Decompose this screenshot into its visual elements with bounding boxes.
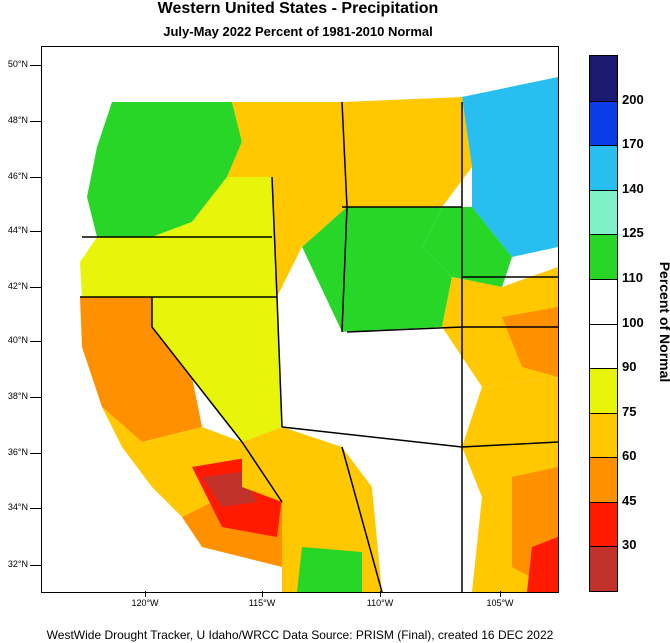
colorbar-divider: [590, 189, 617, 191]
lat-label: 32°N: [7, 559, 28, 569]
colorbar-label: 75: [622, 403, 637, 419]
colorbar-divider: [590, 145, 617, 147]
region-wyoming: [302, 207, 452, 332]
colorbar-label: 60: [622, 448, 637, 464]
lon-tick: [380, 591, 381, 597]
lat-label: 38°N: [7, 391, 28, 401]
footer-credit: WestWide Drought Tracker, U Idaho/WRCC D…: [46, 628, 554, 642]
lat-tick: [30, 565, 41, 566]
colorbar-divider: [590, 368, 617, 370]
colorbar-bin: [590, 56, 617, 101]
lat-tick: [30, 341, 41, 342]
region-nevada: [152, 297, 282, 442]
lat-label: 46°N: [7, 171, 28, 181]
colorbar-bin: [590, 145, 617, 190]
colorbar-bin: [590, 457, 617, 502]
colorbar-title: Percent of Normal: [657, 261, 670, 383]
lat-tick: [30, 65, 41, 66]
region-new-mexico: [342, 447, 482, 592]
colorbar-label: 110: [622, 269, 643, 285]
colorbar-bin: [590, 278, 617, 324]
region-dakota-green: [422, 207, 512, 287]
colorbar-divider: [590, 501, 617, 503]
lat-tick: [30, 231, 41, 232]
colorbar-bin: [590, 412, 617, 458]
lat-label: 36°N: [7, 447, 28, 457]
region-pacific-northwest: [87, 102, 242, 237]
lat-tick: [30, 121, 41, 122]
lat-label: 34°N: [7, 502, 28, 512]
lon-label: 120°W: [131, 598, 159, 608]
lon-tick: [500, 591, 501, 597]
colorbar-label: 125: [622, 225, 644, 241]
colorbar-bin: [590, 501, 617, 547]
region-texas-deep-red: [527, 537, 558, 592]
lon-label: 115°W: [248, 598, 276, 608]
lon-tick: [262, 591, 263, 597]
region-northern-plains: [342, 97, 472, 207]
colorbar-bin: [590, 323, 617, 369]
region-utah-colorado: [272, 327, 482, 447]
lat-label: 44°N: [7, 225, 28, 235]
colorbar-divider: [590, 234, 617, 236]
colorbar-bin: [590, 100, 617, 146]
region-northern-rockies: [227, 102, 347, 297]
lat-tick: [30, 287, 41, 288]
state-borders: [80, 101, 558, 592]
colorbar-divider: [590, 278, 617, 280]
region-kansas-red: [502, 307, 558, 377]
lat-tick: [30, 397, 41, 398]
colorbar-label: 140: [622, 180, 644, 196]
lon-tick: [145, 591, 146, 597]
map-subtitle: July-May 2022 Percent of 1981-2010 Norma…: [163, 24, 433, 39]
precipitation-map: [41, 46, 559, 593]
colorbar-bin: [590, 368, 617, 413]
lat-label: 42°N: [7, 281, 28, 291]
lat-tick: [30, 453, 41, 454]
colorbar-divider: [590, 323, 617, 325]
lon-label: 110°W: [366, 598, 394, 608]
region-southeast-az-wet: [297, 547, 362, 592]
colorbar-divider: [590, 457, 617, 459]
colorbar-bin: [590, 234, 617, 279]
lat-label: 48°N: [7, 115, 28, 125]
region-north-dakota-wet: [462, 77, 558, 257]
colorbar-label: 170: [622, 136, 644, 152]
colorbar-divider: [590, 546, 617, 548]
lat-tick: [30, 177, 41, 178]
lat-label: 50°N: [7, 59, 28, 69]
colorbar: [589, 55, 618, 592]
map-title: Western United States - Precipitation: [157, 0, 439, 17]
region-california-north: [80, 297, 202, 442]
region-wyoming-white: [272, 247, 342, 337]
colorbar-label: 45: [622, 492, 637, 508]
colorbar-bin: [590, 189, 617, 235]
colorbar-label: 200: [622, 91, 644, 107]
lat-label: 40°N: [7, 335, 28, 345]
colorbar-label: 30: [622, 537, 637, 553]
colorbar-label: 100: [622, 314, 644, 330]
colorbar-label: 90: [622, 359, 637, 375]
lon-label: 105°W: [486, 598, 514, 608]
lat-tick: [30, 508, 41, 509]
colorbar-divider: [590, 412, 617, 414]
map-canvas: [42, 47, 558, 592]
colorbar-divider: [590, 100, 617, 102]
colorbar-bin: [590, 546, 617, 591]
